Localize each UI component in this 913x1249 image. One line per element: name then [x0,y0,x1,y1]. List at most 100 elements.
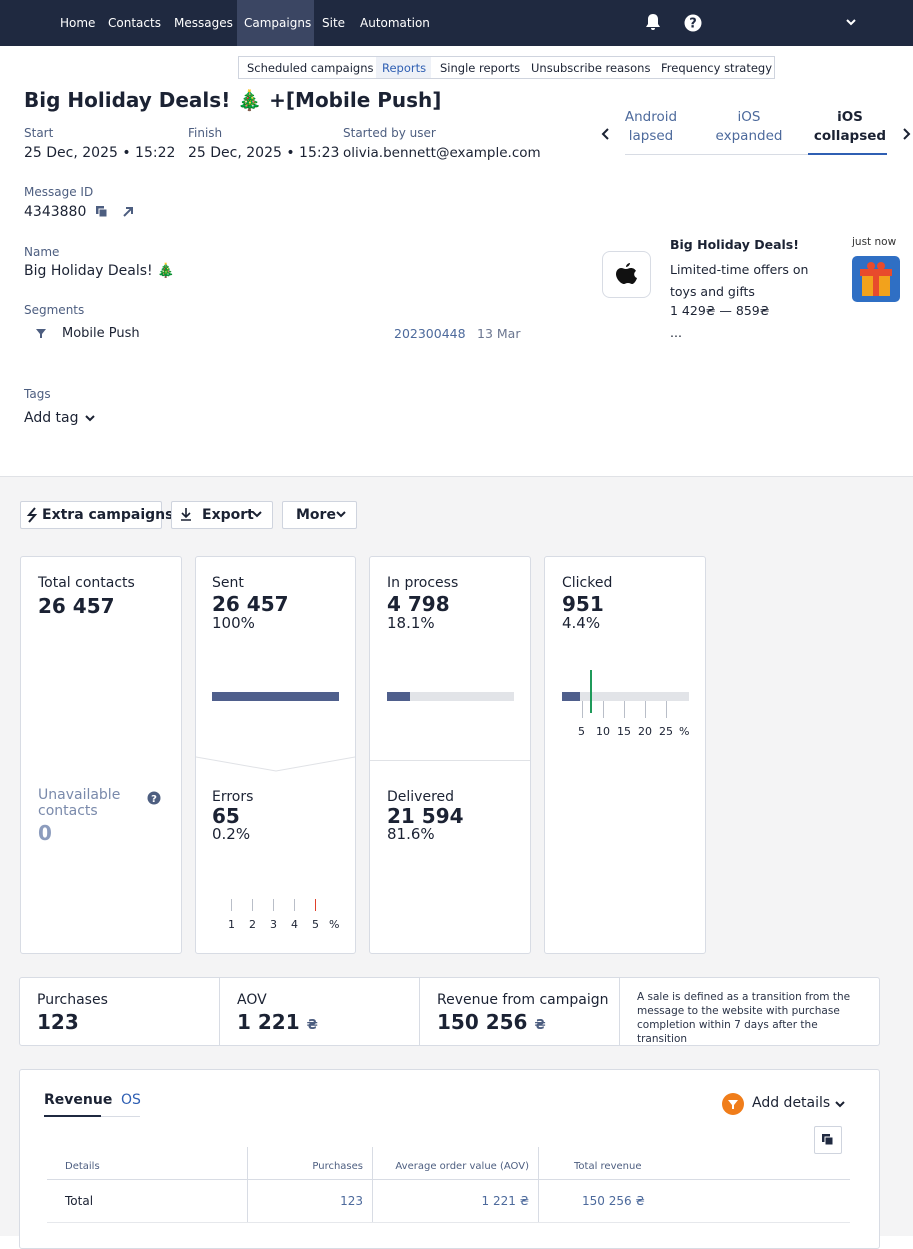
segments-label: Segments [24,303,85,317]
currency: ₴ [534,1018,546,1033]
next-arrow[interactable] [902,127,912,141]
report-tab[interactable]: OS [121,1092,141,1108]
nav-item[interactable]: Campaigns [244,16,312,30]
card-divider [196,756,355,772]
scale-label: % [329,918,340,931]
scale-tick [231,899,232,911]
metric-label: AOV [237,992,267,1008]
sub-item[interactable]: Frequency strategy [661,61,773,75]
scale-label: 5 [578,725,585,738]
table-header: Total revenue [574,1161,642,1172]
nav-item[interactable]: Messages [174,16,233,30]
tag-chevron[interactable] [84,414,96,424]
prev-arrow[interactable] [600,127,610,141]
copy-button[interactable] [814,1126,842,1154]
sent-label: Sent [212,575,244,591]
in-process-bar [387,692,514,701]
more-chevron [336,511,346,518]
amount: 150 256 [437,1010,528,1034]
preview-tab[interactable]: iOS expanded [715,109,783,144]
tab-underline [808,153,887,155]
nav-item[interactable]: Automation [360,16,430,30]
open-icon[interactable] [122,206,134,218]
report-tab[interactable]: Revenue [44,1092,113,1108]
copy-icon [822,1134,834,1146]
bar-fill [387,692,410,701]
errors-value: 65 [212,804,240,828]
bar-fill [562,692,580,701]
button-label: More [296,507,336,523]
metric-value: 1 221 ₴ [237,1010,318,1034]
card-total [20,556,182,954]
export-icon [181,508,191,521]
preview-tab[interactable]: Android lapsed [624,109,678,144]
delivered-label: Delivered [387,789,455,805]
add-tag[interactable]: Add tag [24,410,79,426]
metric-divider [219,978,220,1045]
notification-more: ... [670,325,682,340]
page-title: Big Holiday Deals! 🎄 +[Mobile Push] [24,88,442,112]
scale-label: 2 [249,918,256,931]
extra-campaigns-button[interactable]: Extra campaigns [20,501,173,529]
nav-active [237,0,314,46]
menu-chevron[interactable] [845,18,857,28]
add-details[interactable]: Add details [752,1095,831,1111]
details-icon[interactable] [722,1093,744,1115]
table-header: Details [65,1161,100,1172]
scale-tick [645,701,646,718]
sub-item[interactable]: Single reports [440,61,521,75]
details-chevron[interactable] [834,1100,846,1110]
metric-value: 150 256 ₴ [437,1010,546,1034]
bell-icon[interactable] [644,12,662,32]
message-id-label: Message ID [24,185,94,199]
table-rule [47,1179,850,1180]
nav-item[interactable]: Home [60,16,96,30]
unavailable-label: Unavailable contacts [38,787,121,819]
sub-item[interactable]: Scheduled campaigns [247,61,374,75]
help-icon[interactable]: ? [684,14,702,32]
scale-tick [582,701,583,718]
nav-item[interactable]: Contacts [108,16,161,30]
preview-tab[interactable]: iOS collapsed [813,109,887,144]
more-button[interactable]: More [282,501,357,529]
export-chevron [252,511,262,518]
errors-label: Errors [212,789,254,805]
delivered-percent: 81.6% [387,825,435,843]
clicked-bar [562,692,689,701]
notification-time: just now [852,236,897,248]
sub-item[interactable]: Reports [382,61,427,75]
table-divider [538,1147,539,1222]
scale-label: 1 [228,918,235,931]
metric-label: Purchases [37,992,108,1008]
currency: ₴ [306,1018,318,1033]
in-process-value: 4 798 [387,592,450,616]
sent-percent: 100% [212,614,255,632]
sub-item[interactable]: Unsubscribe reasons [531,61,651,75]
tab-underline [44,1115,101,1117]
top-nav [0,0,913,46]
scale-tick [624,701,625,718]
notification-price: 1 429₴ — 859₴ [670,303,770,318]
gift-image [852,256,900,302]
help-icon[interactable]: ? [147,791,161,805]
amount: 1 221 [237,1010,300,1034]
clicked-percent: 4.4% [562,614,601,632]
scale-tick [294,899,295,911]
nav-item[interactable]: Site [322,16,346,30]
segment-name: Mobile Push [62,326,140,341]
sub-active [376,57,431,78]
table-header: Purchases [312,1161,363,1172]
svg-text:?: ? [151,794,157,805]
start-value: 25 Dec, 2025 • 15:22 [24,145,176,161]
copy-icon[interactable] [96,206,108,218]
metric-divider [619,978,620,1045]
table-cell: Total [65,1194,94,1208]
in-process-percent: 18.1% [387,614,435,632]
scale-label: 20 [638,725,652,738]
metric-note: A sale is defined as a transition from t… [637,991,851,1045]
errors-percent: 0.2% [212,825,251,843]
total-value: 26 457 [38,594,115,618]
card-sent [195,556,356,954]
